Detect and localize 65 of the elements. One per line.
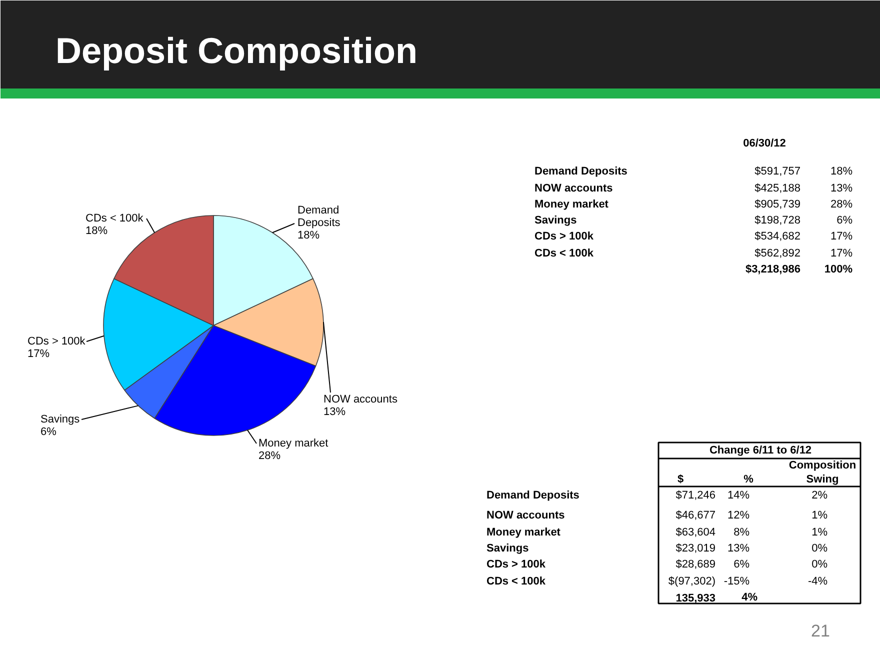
text: $3,218,986 xyxy=(745,264,801,276)
data-label: 17% xyxy=(830,230,853,242)
data-label: $23,019 xyxy=(676,542,716,554)
text: Change 6/11 to 6/12 xyxy=(709,444,812,456)
data-label: $591,757 xyxy=(754,166,801,178)
slice-label: Savings xyxy=(40,414,80,426)
series-label: $ xyxy=(678,474,684,486)
data-label: 12% xyxy=(727,510,750,522)
data-label: $28,689 xyxy=(676,558,716,570)
text: 4% xyxy=(742,592,758,604)
data-label: $562,892 xyxy=(754,248,801,260)
data-label: $71,246 xyxy=(676,490,716,502)
category-label: CDs < 100k xyxy=(486,576,546,588)
data-label: 8% xyxy=(734,526,750,538)
text: 135,933 xyxy=(676,592,716,604)
category-label: NOW accounts xyxy=(486,510,565,522)
category-label: Savings xyxy=(534,214,577,226)
data-label: 17% xyxy=(28,348,50,360)
data-label: 18% xyxy=(830,166,853,178)
text: 06/30/12 xyxy=(743,138,786,150)
category-label: Savings xyxy=(486,542,529,554)
data-label: 28% xyxy=(830,198,853,210)
chart-title: Deposit Composition xyxy=(56,30,418,71)
slice-label: CDs < 100k xyxy=(86,212,144,224)
data-label: $905,739 xyxy=(754,198,801,210)
data-label: $534,682 xyxy=(754,230,801,242)
category-label: Money market xyxy=(486,526,561,538)
data-label: 17% xyxy=(830,248,853,260)
data-label: 6% xyxy=(40,426,57,438)
data-label: 1% xyxy=(812,526,828,538)
data-label: 13% xyxy=(830,182,853,194)
data-label: 28% xyxy=(258,450,281,462)
slice-label: Money market xyxy=(258,438,328,450)
category-label: CDs > 100k xyxy=(486,558,546,570)
data-label: 14% xyxy=(727,490,750,502)
data-label: 18% xyxy=(298,230,320,242)
slice-label: NOW accounts xyxy=(324,394,398,406)
text: % xyxy=(744,474,754,486)
slice-label: Demand Deposits xyxy=(298,204,341,230)
data-label: 0% xyxy=(812,558,828,570)
category-label: CDs < 100k xyxy=(534,248,594,260)
data-label: 1% xyxy=(812,510,828,522)
category-label: Demand Deposits xyxy=(486,490,580,502)
data-label: 0% xyxy=(812,542,828,554)
text: 100% xyxy=(824,264,853,276)
category-label: NOW accounts xyxy=(534,182,613,194)
data-label: 6% xyxy=(734,558,750,570)
category-label: CDs > 100k xyxy=(534,230,594,242)
data-label: $198,728 xyxy=(754,214,801,226)
data-label: -15% xyxy=(724,576,750,588)
data-label: -4% xyxy=(808,576,828,588)
data-label: 2% xyxy=(812,490,828,502)
data-label: $425,188 xyxy=(754,182,801,194)
category-label: Demand Deposits xyxy=(534,166,628,178)
data-label: $63,604 xyxy=(676,526,716,538)
data-label: $46,677 xyxy=(676,510,716,522)
text: Composition Swing xyxy=(788,460,856,486)
data-label: 18% xyxy=(86,225,108,238)
data-label: 13% xyxy=(727,542,750,554)
data-label: 13% xyxy=(324,406,346,418)
slice-label: CDs > 100k xyxy=(28,336,86,348)
data-label: 6% xyxy=(836,214,853,226)
data-label: $(97,302) xyxy=(668,576,716,588)
text: 21 xyxy=(811,622,830,640)
category-label: Money market xyxy=(534,198,609,210)
